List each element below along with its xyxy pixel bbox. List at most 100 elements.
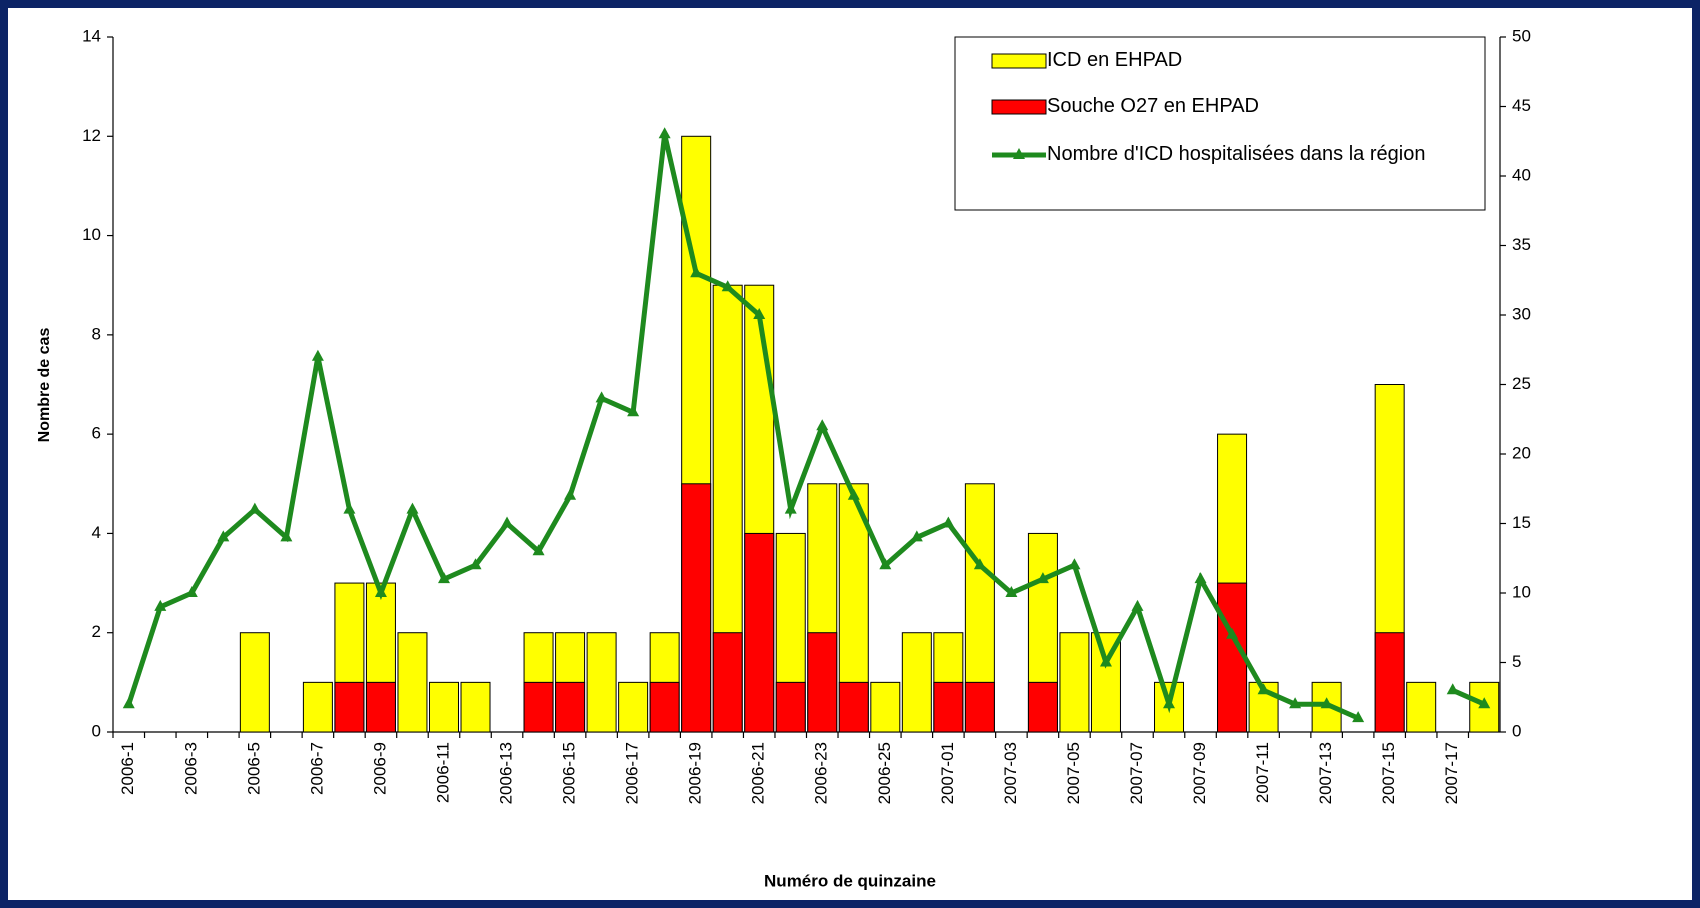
marker — [973, 558, 986, 570]
x-tick-label: 2007-07 — [1127, 742, 1146, 804]
marker — [217, 530, 230, 542]
legend-swatch — [991, 53, 1047, 69]
bar — [838, 681, 869, 733]
marker — [942, 516, 955, 528]
bar — [870, 681, 901, 733]
x-tick-label: 2006-25 — [875, 742, 894, 804]
marker — [437, 572, 450, 584]
x-tick-label: 2007-13 — [1316, 742, 1335, 804]
marker — [1068, 558, 1081, 570]
y-tick-label: 0 — [92, 721, 101, 740]
marker — [816, 419, 829, 431]
legend-label-box: Nombre d'ICD hospitalisées dans la régio… — [1047, 143, 1426, 165]
x-tick-label: 2006-21 — [749, 742, 768, 804]
y-tick-label: 10 — [82, 225, 101, 244]
bar — [1217, 582, 1248, 733]
bar — [933, 681, 964, 733]
legend-label: ICD en EHPAD — [1047, 49, 1183, 71]
x-tick-label: 2007-01 — [938, 742, 957, 804]
bar — [901, 632, 932, 733]
line — [126, 133, 1360, 721]
legend-label: Nombre d'ICD hospitalisées dans la régio… — [1047, 143, 1426, 165]
marker — [1352, 711, 1365, 723]
bar — [586, 632, 617, 733]
marker — [280, 530, 293, 542]
y2-tick-label: 0 — [1512, 721, 1521, 740]
bar — [397, 632, 428, 733]
marker — [185, 586, 198, 597]
marker — [1099, 655, 1112, 667]
y-tick-label: 6 — [92, 424, 101, 443]
marker — [343, 502, 356, 514]
bar — [807, 632, 838, 733]
marker — [469, 558, 482, 570]
marker — [532, 544, 545, 556]
bar — [618, 681, 649, 733]
marker — [1226, 627, 1239, 639]
bar — [334, 681, 365, 733]
marker — [721, 280, 734, 292]
marker — [154, 599, 167, 611]
x-tick-label: 2007-15 — [1379, 742, 1398, 804]
bar — [964, 681, 995, 733]
y-axis-title: Nombre de cas — [36, 328, 53, 443]
marker — [879, 558, 892, 570]
x-tick-label: 2007-03 — [1001, 742, 1020, 804]
y2-tick-label: 25 — [1512, 374, 1531, 393]
x-tick-label: 2007-17 — [1442, 742, 1461, 804]
marker — [1131, 599, 1144, 611]
x-tick-label: 2006-5 — [244, 742, 263, 795]
legend-swatch — [991, 99, 1047, 115]
bar — [1027, 681, 1058, 733]
marker — [910, 530, 923, 542]
marker — [1163, 697, 1176, 709]
y2-tick-label: 40 — [1512, 165, 1531, 184]
marker — [595, 391, 608, 403]
legend-label-box: ICD en EHPAD — [1047, 49, 1183, 71]
marker — [753, 308, 766, 319]
bar — [775, 681, 806, 733]
marker — [1005, 586, 1018, 597]
bar — [555, 681, 586, 733]
marker — [1194, 572, 1207, 584]
bar — [744, 532, 775, 733]
x-axis-title: Numéro de quinzaine — [764, 871, 936, 890]
y2-tick-label: 30 — [1512, 304, 1531, 323]
y2-tick-label: 45 — [1512, 96, 1531, 115]
marker — [248, 502, 261, 514]
bar — [428, 681, 459, 733]
marker — [1478, 697, 1491, 709]
x-tick-label: 2006-11 — [433, 742, 452, 803]
y-tick-label: 2 — [92, 622, 101, 641]
marker — [1036, 572, 1049, 584]
x-tick-label: 2006-15 — [560, 742, 579, 804]
x-tick-label: 2007-11 — [1253, 742, 1272, 803]
bar — [712, 632, 743, 733]
legend-label-box: Souche O27 en EHPAD — [1047, 95, 1259, 117]
marker — [1257, 683, 1270, 695]
marker — [658, 127, 671, 139]
bar — [1374, 632, 1405, 733]
y2-tick-label: 20 — [1512, 443, 1531, 462]
marker — [501, 516, 514, 528]
marker — [1446, 683, 1459, 695]
y-tick-label: 14 — [82, 26, 101, 45]
bar — [1406, 681, 1437, 733]
x-tick-label: 2006-23 — [812, 742, 831, 804]
y-tick-label: 12 — [82, 126, 101, 145]
x-tick-label: 2007-09 — [1190, 742, 1209, 804]
bar — [1059, 632, 1090, 733]
marker — [784, 502, 797, 514]
marker — [690, 266, 703, 278]
y2-tick-label: 10 — [1512, 582, 1531, 601]
bar — [365, 681, 396, 733]
marker — [1320, 697, 1333, 709]
x-tick-label: 2006-17 — [623, 742, 642, 804]
x-tick-label: 2006-19 — [686, 742, 705, 804]
x-tick-label: 2006-13 — [497, 742, 516, 804]
legend-label: Souche O27 en EHPAD — [1047, 95, 1259, 117]
line — [1451, 688, 1486, 707]
y2-tick-label: 5 — [1512, 652, 1521, 671]
x-tick-label: 2006-1 — [118, 742, 137, 795]
